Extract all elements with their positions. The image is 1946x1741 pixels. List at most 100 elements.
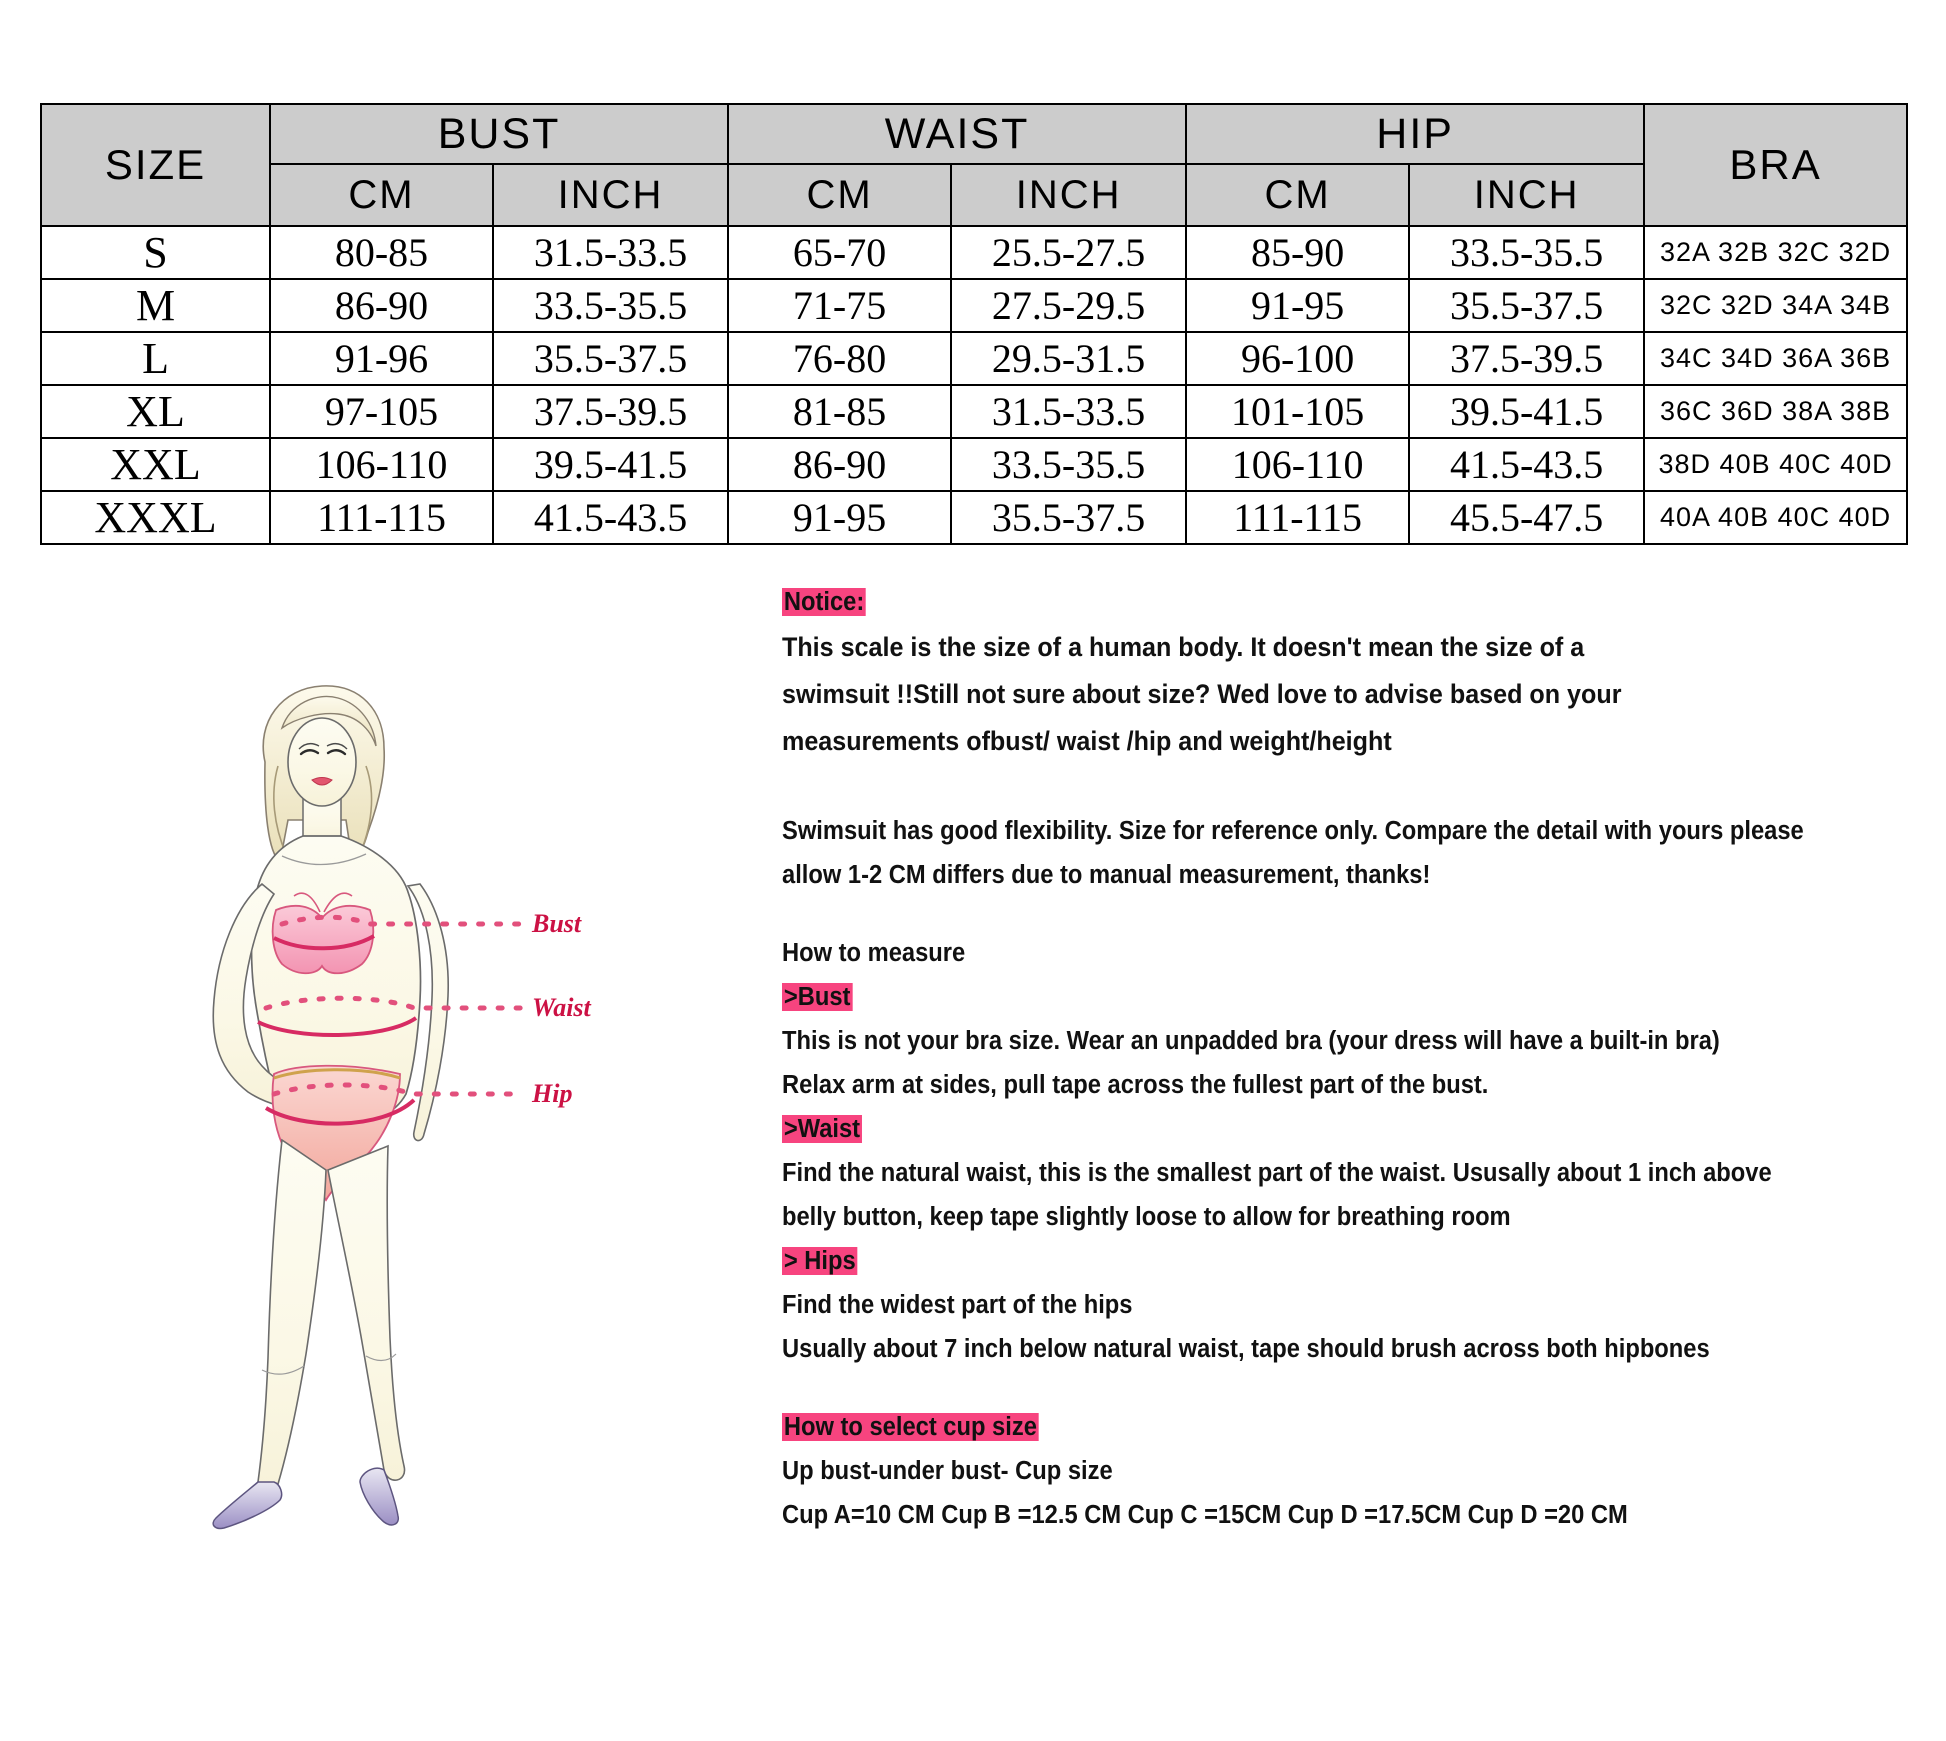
table-row: S 80-85 31.5-33.5 65-70 25.5-27.5 85-90 … xyxy=(39,225,1908,280)
size-chart-table-container: SIZE BUST WAIST HIP BRA CM INCH CM INCH … xyxy=(39,103,1908,545)
cell-size: L xyxy=(39,331,272,386)
cell-waist-cm: 81-85 xyxy=(727,384,953,439)
cell-waist-cm: 86-90 xyxy=(727,437,953,492)
notice-line-3: measurements ofbust/ waist /hip and weig… xyxy=(782,726,1392,756)
cell-waist-in: 35.5-37.5 xyxy=(950,490,1188,545)
cell-bust-cm: 106-110 xyxy=(269,437,495,492)
notice-line-2: swimsuit !!Still not sure about size? We… xyxy=(782,679,1622,709)
column-header-waist-cm: CM xyxy=(727,163,953,227)
cell-waist-cm: 65-70 xyxy=(727,225,953,280)
cell-waist-cm: 91-95 xyxy=(727,490,953,545)
notice-line-1: This scale is the size of a human body. … xyxy=(782,632,1585,662)
cell-size: XL xyxy=(39,384,272,439)
cell-bra: 32C 32D 34A 34B xyxy=(1643,278,1908,333)
waist-heading-row: >Waist xyxy=(782,1107,1824,1151)
cell-size: S xyxy=(39,225,272,280)
column-header-hip-cm: CM xyxy=(1185,163,1411,227)
cup-size-line-1: Up bust-under bust- Cup size xyxy=(782,1457,1113,1485)
cell-bust-cm: 80-85 xyxy=(269,225,495,280)
cell-size: M xyxy=(39,278,272,333)
cell-bust-in: 33.5-35.5 xyxy=(492,278,730,333)
cell-hip-in: 37.5-39.5 xyxy=(1408,331,1646,386)
cell-hip-cm: 101-105 xyxy=(1185,384,1411,439)
bust-heading: >Bust xyxy=(782,983,853,1011)
cell-bust-cm: 97-105 xyxy=(269,384,495,439)
cell-waist-in: 25.5-27.5 xyxy=(950,225,1188,280)
cell-hip-in: 45.5-47.5 xyxy=(1408,490,1646,545)
cup-size-heading: How to select cup size xyxy=(782,1413,1039,1441)
cell-hip-cm: 96-100 xyxy=(1185,331,1411,386)
column-header-waist-inch: INCH xyxy=(950,163,1188,227)
notice-heading: Notice: xyxy=(782,588,867,616)
table-row: XXXL 111-115 41.5-43.5 91-95 35.5-37.5 1… xyxy=(39,490,1908,545)
cup-size-heading-row: How to select cup size xyxy=(782,1405,1824,1449)
body-measurement-illustration: Bust Waist Hip xyxy=(170,670,650,1550)
hips-line-2: Usually about 7 inch below natural waist… xyxy=(782,1335,1710,1363)
cell-bra: 36C 36D 38A 38B xyxy=(1643,384,1908,439)
cell-bra: 34C 34D 36A 36B xyxy=(1643,331,1908,386)
cell-hip-cm: 111-115 xyxy=(1185,490,1411,545)
cell-hip-in: 35.5-37.5 xyxy=(1408,278,1646,333)
cell-waist-cm: 71-75 xyxy=(727,278,953,333)
label-waist: Waist xyxy=(532,993,592,1022)
cell-bra: 38D 40B 40C 40D xyxy=(1643,437,1908,492)
cell-bra: 40A 40B 40C 40D xyxy=(1643,490,1908,545)
column-header-bra: BRA xyxy=(1643,103,1908,227)
cell-bust-in: 37.5-39.5 xyxy=(492,384,730,439)
table-header-row-1: SIZE BUST WAIST HIP BRA xyxy=(39,103,1908,227)
cell-hip-in: 39.5-41.5 xyxy=(1408,384,1646,439)
how-to-measure-heading: How to measure xyxy=(782,939,966,967)
spacer xyxy=(782,897,1902,931)
table-row: M 86-90 33.5-35.5 71-75 27.5-29.5 91-95 … xyxy=(39,278,1908,333)
table-body: S 80-85 31.5-33.5 65-70 25.5-27.5 85-90 … xyxy=(39,225,1908,545)
measurement-bands xyxy=(257,934,418,1126)
measurement-guide-section: Bust Waist Hip Notice: This scale is the… xyxy=(0,560,1946,1680)
cell-size: XXL xyxy=(39,437,272,492)
cell-size: XXXL xyxy=(39,490,272,545)
label-bust: Bust xyxy=(531,909,582,938)
cell-waist-cm: 76-80 xyxy=(727,331,953,386)
flexibility-line-2: allow 1-2 CM differs due to manual measu… xyxy=(782,861,1431,889)
size-chart-table: SIZE BUST WAIST HIP BRA CM INCH CM INCH … xyxy=(39,103,1908,545)
waist-heading: >Waist xyxy=(782,1115,862,1143)
cell-bra: 32A 32B 32C 32D xyxy=(1643,225,1908,280)
cell-bust-in: 41.5-43.5 xyxy=(492,490,730,545)
hips-heading: > Hips xyxy=(782,1247,858,1275)
cell-hip-in: 41.5-43.5 xyxy=(1408,437,1646,492)
column-header-size: SIZE xyxy=(39,103,272,227)
cell-bust-in: 35.5-37.5 xyxy=(492,331,730,386)
hips-heading-row: > Hips xyxy=(782,1239,1824,1283)
waist-line-1: Find the natural waist, this is the smal… xyxy=(782,1159,1772,1187)
column-header-bust: BUST xyxy=(269,103,730,165)
cell-hip-cm: 106-110 xyxy=(1185,437,1411,492)
spacer xyxy=(782,765,1902,809)
table-head: SIZE BUST WAIST HIP BRA CM INCH CM INCH … xyxy=(39,103,1908,227)
bust-line-2: Relax arm at sides, pull tape across the… xyxy=(782,1071,1489,1099)
cell-waist-in: 33.5-35.5 xyxy=(950,437,1188,492)
figure-body xyxy=(212,685,450,1530)
cell-bust-cm: 111-115 xyxy=(269,490,495,545)
waist-line-2: belly button, keep tape slightly loose t… xyxy=(782,1203,1511,1231)
cell-waist-in: 29.5-31.5 xyxy=(950,331,1188,386)
table-row: L 91-96 35.5-37.5 76-80 29.5-31.5 96-100… xyxy=(39,331,1908,386)
cell-hip-cm: 91-95 xyxy=(1185,278,1411,333)
cell-waist-in: 31.5-33.5 xyxy=(950,384,1188,439)
hips-line-1: Find the widest part of the hips xyxy=(782,1291,1133,1319)
cell-bust-cm: 91-96 xyxy=(269,331,495,386)
cell-hip-cm: 85-90 xyxy=(1185,225,1411,280)
table-header-row-2: CM INCH CM INCH CM INCH xyxy=(41,163,1907,227)
spacer xyxy=(782,1371,1902,1405)
notice-heading-row: Notice: xyxy=(782,580,1824,624)
table-row: XL 97-105 37.5-39.5 81-85 31.5-33.5 101-… xyxy=(39,384,1908,439)
cell-bust-in: 39.5-41.5 xyxy=(492,437,730,492)
guide-text-panel: Notice: This scale is the size of a huma… xyxy=(782,580,1902,1537)
cup-size-line-2: Cup A=10 CM Cup B =12.5 CM Cup C =15CM C… xyxy=(782,1501,1628,1529)
column-header-bust-cm: CM xyxy=(269,163,495,227)
column-header-hip-inch: INCH xyxy=(1408,163,1646,227)
female-figure-diagram: Bust Waist Hip xyxy=(212,685,592,1530)
table-row: XXL 106-110 39.5-41.5 86-90 33.5-35.5 10… xyxy=(39,437,1908,492)
cell-waist-in: 27.5-29.5 xyxy=(950,278,1188,333)
cell-bust-in: 31.5-33.5 xyxy=(492,225,730,280)
leader-lines xyxy=(263,914,525,1097)
cell-bust-cm: 86-90 xyxy=(269,278,495,333)
